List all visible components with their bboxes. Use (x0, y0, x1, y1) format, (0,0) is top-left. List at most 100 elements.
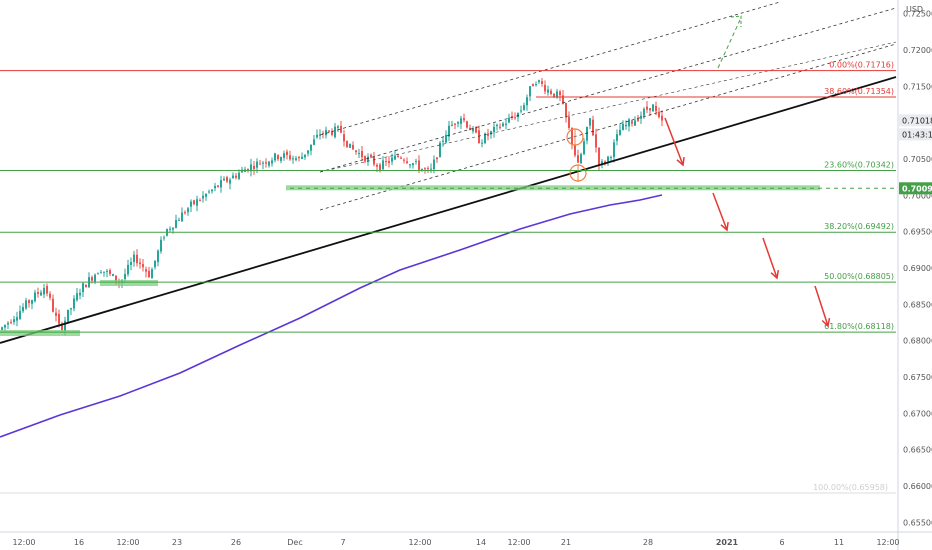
time-tick-label: 12:00 (507, 538, 530, 547)
candle-body (376, 164, 378, 167)
candle-body (532, 84, 534, 87)
candle-body (307, 150, 309, 154)
candle-body (385, 161, 387, 163)
candle-body (289, 155, 291, 160)
candle-body (541, 81, 543, 84)
candle-body (208, 191, 210, 193)
candle-body (661, 115, 663, 121)
candle-body (43, 287, 45, 295)
candle-body (319, 134, 321, 136)
candle-body (175, 220, 177, 228)
candle-body (190, 201, 192, 207)
faint-100-level-label: 100.00%(0.65958) (813, 483, 888, 492)
bearish-arrowhead (720, 221, 729, 232)
candle-body (334, 126, 336, 138)
bullish-projection-arrowhead (730, 15, 742, 27)
candle-body (628, 119, 630, 127)
candle-body (433, 159, 435, 170)
candle-body (202, 195, 204, 199)
candle-body (184, 212, 186, 214)
candle-body (223, 178, 225, 181)
candle-body (598, 147, 600, 166)
support-zone-mid (100, 280, 158, 286)
candle-body (259, 163, 261, 165)
candle-body (181, 212, 183, 222)
bearish-projection-arrow (712, 192, 728, 231)
candle-body (154, 260, 156, 268)
candle-body (595, 134, 597, 148)
candle-body (382, 160, 384, 170)
candle-body (76, 293, 78, 301)
candle-body (634, 120, 636, 126)
candle-body (7, 322, 9, 325)
candle-body (610, 157, 612, 159)
candle-body (388, 160, 390, 164)
candle-body (85, 284, 87, 288)
candle-body (472, 128, 474, 132)
candle-body (64, 320, 66, 332)
candle-body (583, 141, 585, 155)
candle-body (211, 189, 213, 192)
candle-body (394, 155, 396, 160)
candle-body (487, 133, 489, 136)
candle-body (322, 132, 324, 134)
candle-body (346, 140, 348, 147)
candle-body (286, 151, 288, 156)
candle-body (277, 155, 279, 160)
time-tick-label: 2021 (716, 538, 739, 547)
candle-body (241, 169, 243, 173)
candle-body (589, 118, 591, 126)
candle-body (391, 157, 393, 162)
candle-body (364, 156, 366, 162)
candle-body (490, 131, 492, 135)
candle-body (658, 111, 660, 118)
candle-body (604, 161, 606, 164)
candle-body (136, 254, 138, 264)
candle-body (1, 327, 3, 330)
candle-body (67, 309, 69, 322)
candle-body (157, 250, 159, 262)
time-tick-label: 16 (74, 538, 84, 547)
candle-body (295, 158, 297, 161)
candle-body (502, 123, 504, 127)
time-axis[interactable]: 12:00 16 12:00 23 26 Dec 7 12:00 14 12:00 21 28 2021… (12, 538, 899, 547)
price-axis[interactable]: USD0.725000.720000.715000.710000.705000.… (899, 5, 932, 527)
candle-body (112, 274, 114, 276)
candle-body (442, 140, 444, 142)
candle-body (640, 115, 642, 119)
candle-body (13, 319, 15, 323)
candle-body (343, 134, 345, 142)
last-price-label: 0.71018 (902, 116, 932, 125)
last-price-badge (899, 114, 932, 127)
candle-body (214, 185, 216, 189)
projection-arrows (664, 117, 831, 328)
candle-body (199, 200, 201, 202)
time-tick-label: 7 (340, 538, 345, 547)
candle-body (178, 219, 180, 221)
candle-body (292, 158, 294, 160)
time-tick-label: 14 (476, 538, 486, 547)
candle-body (499, 126, 501, 128)
candle-body (52, 298, 54, 312)
currency-label: USD (906, 5, 923, 14)
candle-body (421, 168, 423, 172)
candle-body (232, 175, 234, 179)
candle-body (37, 292, 39, 294)
candle-body (577, 155, 579, 163)
candle-body (139, 262, 141, 265)
candle-body (31, 300, 33, 304)
candle-body (565, 103, 567, 118)
candle-body (349, 143, 351, 148)
candle-body (526, 97, 528, 106)
bearish-projection-arrow (664, 117, 684, 166)
drawing-overlays (0, 1, 897, 344)
candle-body (550, 90, 552, 94)
candle-body (424, 168, 426, 170)
candle-body (523, 105, 525, 110)
fib-level-label: 61.80%(0.68118) (824, 322, 894, 331)
time-tick-label: 28 (643, 538, 653, 547)
